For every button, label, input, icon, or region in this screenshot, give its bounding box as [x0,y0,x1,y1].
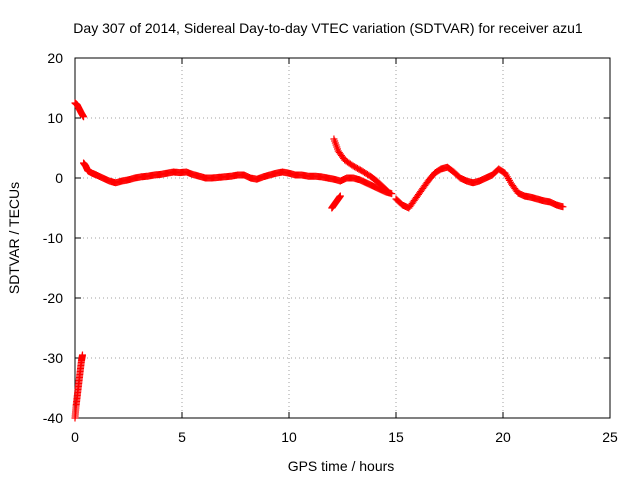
data-point [78,351,86,359]
y-tick-label: -20 [43,290,63,306]
x-tick-label: 10 [281,429,297,445]
axis-ticks: 0 5 10 15 20 25 -40 -30 -20 -10 0 10 20 [43,50,618,445]
x-tick-label: 15 [388,429,404,445]
y-tick-label: 20 [47,50,63,66]
y-tick-label: -40 [43,410,63,426]
x-tick-label: 5 [178,429,186,445]
grid [75,58,610,418]
data-point [386,189,394,197]
y-tick-label: 10 [47,110,63,126]
data-points [71,99,567,422]
data-point [385,188,393,196]
x-axis-label: GPS time / hours [288,458,395,474]
data-point [559,203,567,211]
data-point [80,113,88,121]
x-tick-label: 0 [71,429,79,445]
x-tick-label: 25 [602,429,618,445]
chart-title: Day 307 of 2014, Sidereal Day-to-day VTE… [73,20,583,36]
y-axis-label: SDTVAR / TECUs [6,182,22,294]
y-tick-label: -30 [43,350,63,366]
data-point [336,192,344,200]
x-tick-label: 20 [495,429,511,445]
y-tick-label: -10 [43,230,63,246]
y-tick-label: 0 [55,170,63,186]
